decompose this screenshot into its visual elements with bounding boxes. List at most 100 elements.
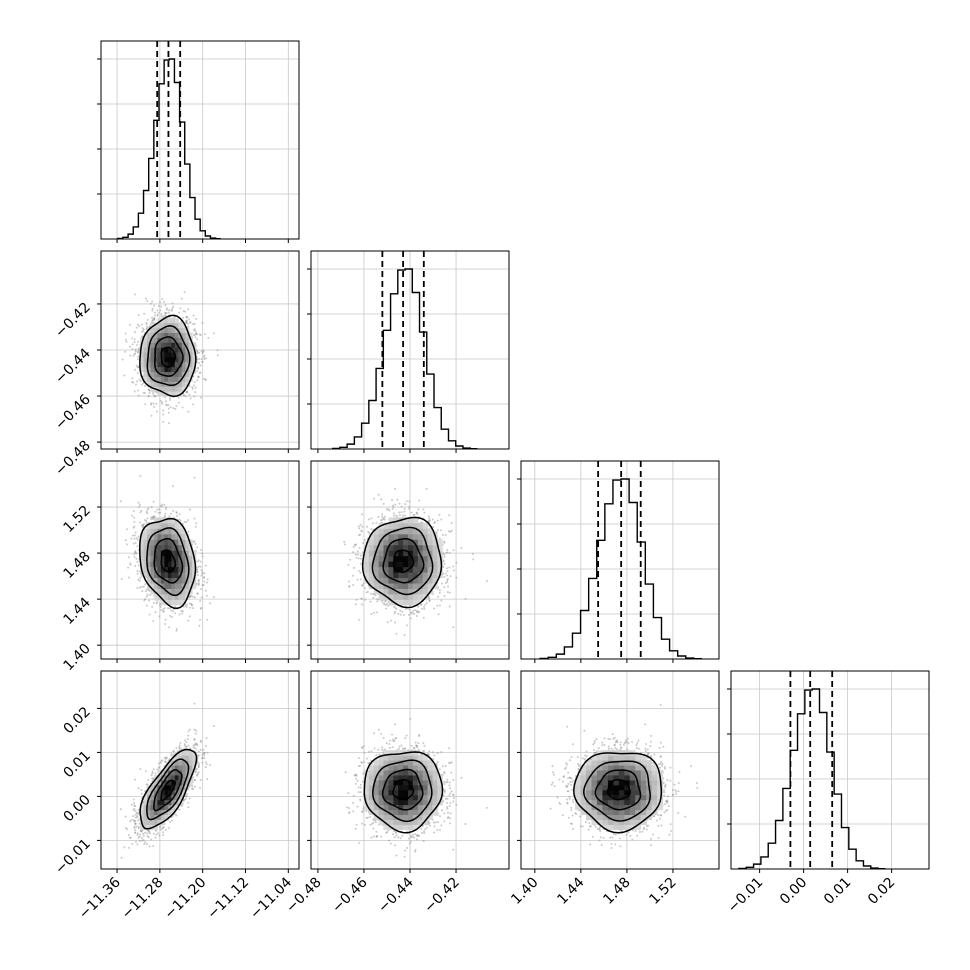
sample-point bbox=[355, 774, 358, 777]
density-cell bbox=[143, 809, 148, 816]
sample-point bbox=[152, 778, 155, 781]
sample-point bbox=[170, 309, 173, 312]
density-cell bbox=[373, 566, 380, 573]
density-cell bbox=[378, 566, 385, 573]
density-cell bbox=[174, 760, 179, 766]
sample-point bbox=[174, 612, 177, 615]
density-cell bbox=[143, 356, 148, 363]
sample-point bbox=[449, 787, 452, 790]
sample-point bbox=[194, 330, 197, 333]
sample-point bbox=[360, 513, 363, 516]
sample-point bbox=[194, 770, 197, 773]
density-cell bbox=[403, 779, 409, 786]
sample-point bbox=[153, 515, 156, 518]
sample-point bbox=[347, 792, 350, 795]
density-cell bbox=[407, 770, 414, 776]
sample-point bbox=[452, 800, 455, 803]
sample-point bbox=[387, 508, 390, 511]
density-cell bbox=[403, 539, 409, 546]
sample-point bbox=[121, 358, 124, 361]
density-cell bbox=[157, 376, 162, 382]
sample-point bbox=[384, 515, 387, 518]
density-cell bbox=[178, 522, 183, 529]
sample-point bbox=[443, 771, 446, 774]
density-cell bbox=[378, 784, 385, 791]
density-cell bbox=[153, 356, 158, 363]
density-cell bbox=[167, 533, 172, 540]
density-cell bbox=[157, 544, 162, 551]
density-cell bbox=[407, 774, 414, 781]
sample-point bbox=[452, 797, 455, 800]
sample-point bbox=[203, 333, 206, 336]
density-cell bbox=[388, 522, 394, 529]
sample-point bbox=[347, 563, 350, 566]
sample-point bbox=[152, 318, 155, 321]
sample-point bbox=[427, 519, 430, 522]
density-cell bbox=[167, 317, 172, 324]
sample-point bbox=[443, 820, 446, 823]
sample-point bbox=[191, 787, 194, 790]
sample-point bbox=[178, 808, 181, 811]
sample-point bbox=[178, 518, 181, 521]
density-cell bbox=[383, 533, 389, 540]
density-cell bbox=[150, 337, 155, 343]
sample-point bbox=[134, 831, 137, 834]
sample-point bbox=[169, 397, 172, 400]
sample-point bbox=[192, 403, 195, 406]
density-cell bbox=[157, 572, 162, 579]
sample-point bbox=[169, 406, 172, 409]
contour-2 bbox=[146, 758, 190, 821]
density-cell bbox=[167, 804, 172, 811]
sample-point bbox=[153, 395, 156, 398]
density-cell bbox=[383, 789, 389, 796]
density-cell bbox=[388, 533, 394, 540]
sample-point bbox=[363, 751, 366, 754]
sample-point bbox=[153, 394, 156, 397]
density-cell bbox=[368, 770, 375, 776]
sample-point bbox=[428, 517, 431, 520]
density-cell bbox=[427, 550, 433, 557]
density-cell bbox=[398, 789, 404, 796]
sample-point bbox=[357, 525, 360, 528]
density-cell bbox=[188, 577, 193, 584]
density-cell bbox=[140, 366, 145, 373]
density-cell bbox=[432, 779, 438, 786]
density-cell bbox=[157, 522, 162, 529]
sample-point bbox=[394, 723, 397, 726]
density-cell bbox=[157, 332, 162, 338]
sample-point bbox=[197, 559, 200, 562]
sample-point bbox=[144, 403, 147, 406]
sample-point bbox=[133, 805, 136, 808]
sample-point bbox=[360, 597, 363, 600]
density-cell bbox=[164, 779, 169, 786]
sample-point bbox=[391, 499, 394, 502]
sample-point bbox=[385, 508, 388, 511]
sample-point bbox=[169, 607, 172, 610]
sample-point bbox=[404, 514, 407, 517]
density-cell bbox=[432, 789, 438, 796]
sample-point bbox=[404, 737, 407, 740]
sample-point bbox=[365, 525, 368, 528]
density-cell bbox=[403, 555, 409, 562]
density-cell bbox=[407, 572, 414, 579]
sample-point bbox=[135, 326, 138, 329]
density-cell bbox=[157, 819, 162, 825]
density-cell bbox=[383, 544, 389, 551]
density-cell bbox=[393, 774, 399, 781]
density-cell bbox=[153, 789, 158, 796]
sample-point bbox=[123, 846, 126, 849]
sample-point bbox=[352, 546, 355, 549]
sample-point bbox=[358, 546, 361, 549]
sample-point bbox=[395, 854, 398, 857]
sample-point bbox=[427, 753, 430, 756]
sample-point bbox=[212, 332, 215, 335]
sample-point bbox=[193, 728, 196, 731]
sample-point bbox=[138, 586, 141, 589]
density-cell bbox=[143, 550, 148, 557]
density-cell bbox=[407, 814, 414, 820]
density-cell bbox=[150, 572, 155, 579]
sample-point bbox=[178, 613, 181, 616]
density-cell bbox=[383, 755, 389, 761]
density-cell bbox=[412, 528, 419, 535]
sample-point bbox=[381, 513, 384, 516]
